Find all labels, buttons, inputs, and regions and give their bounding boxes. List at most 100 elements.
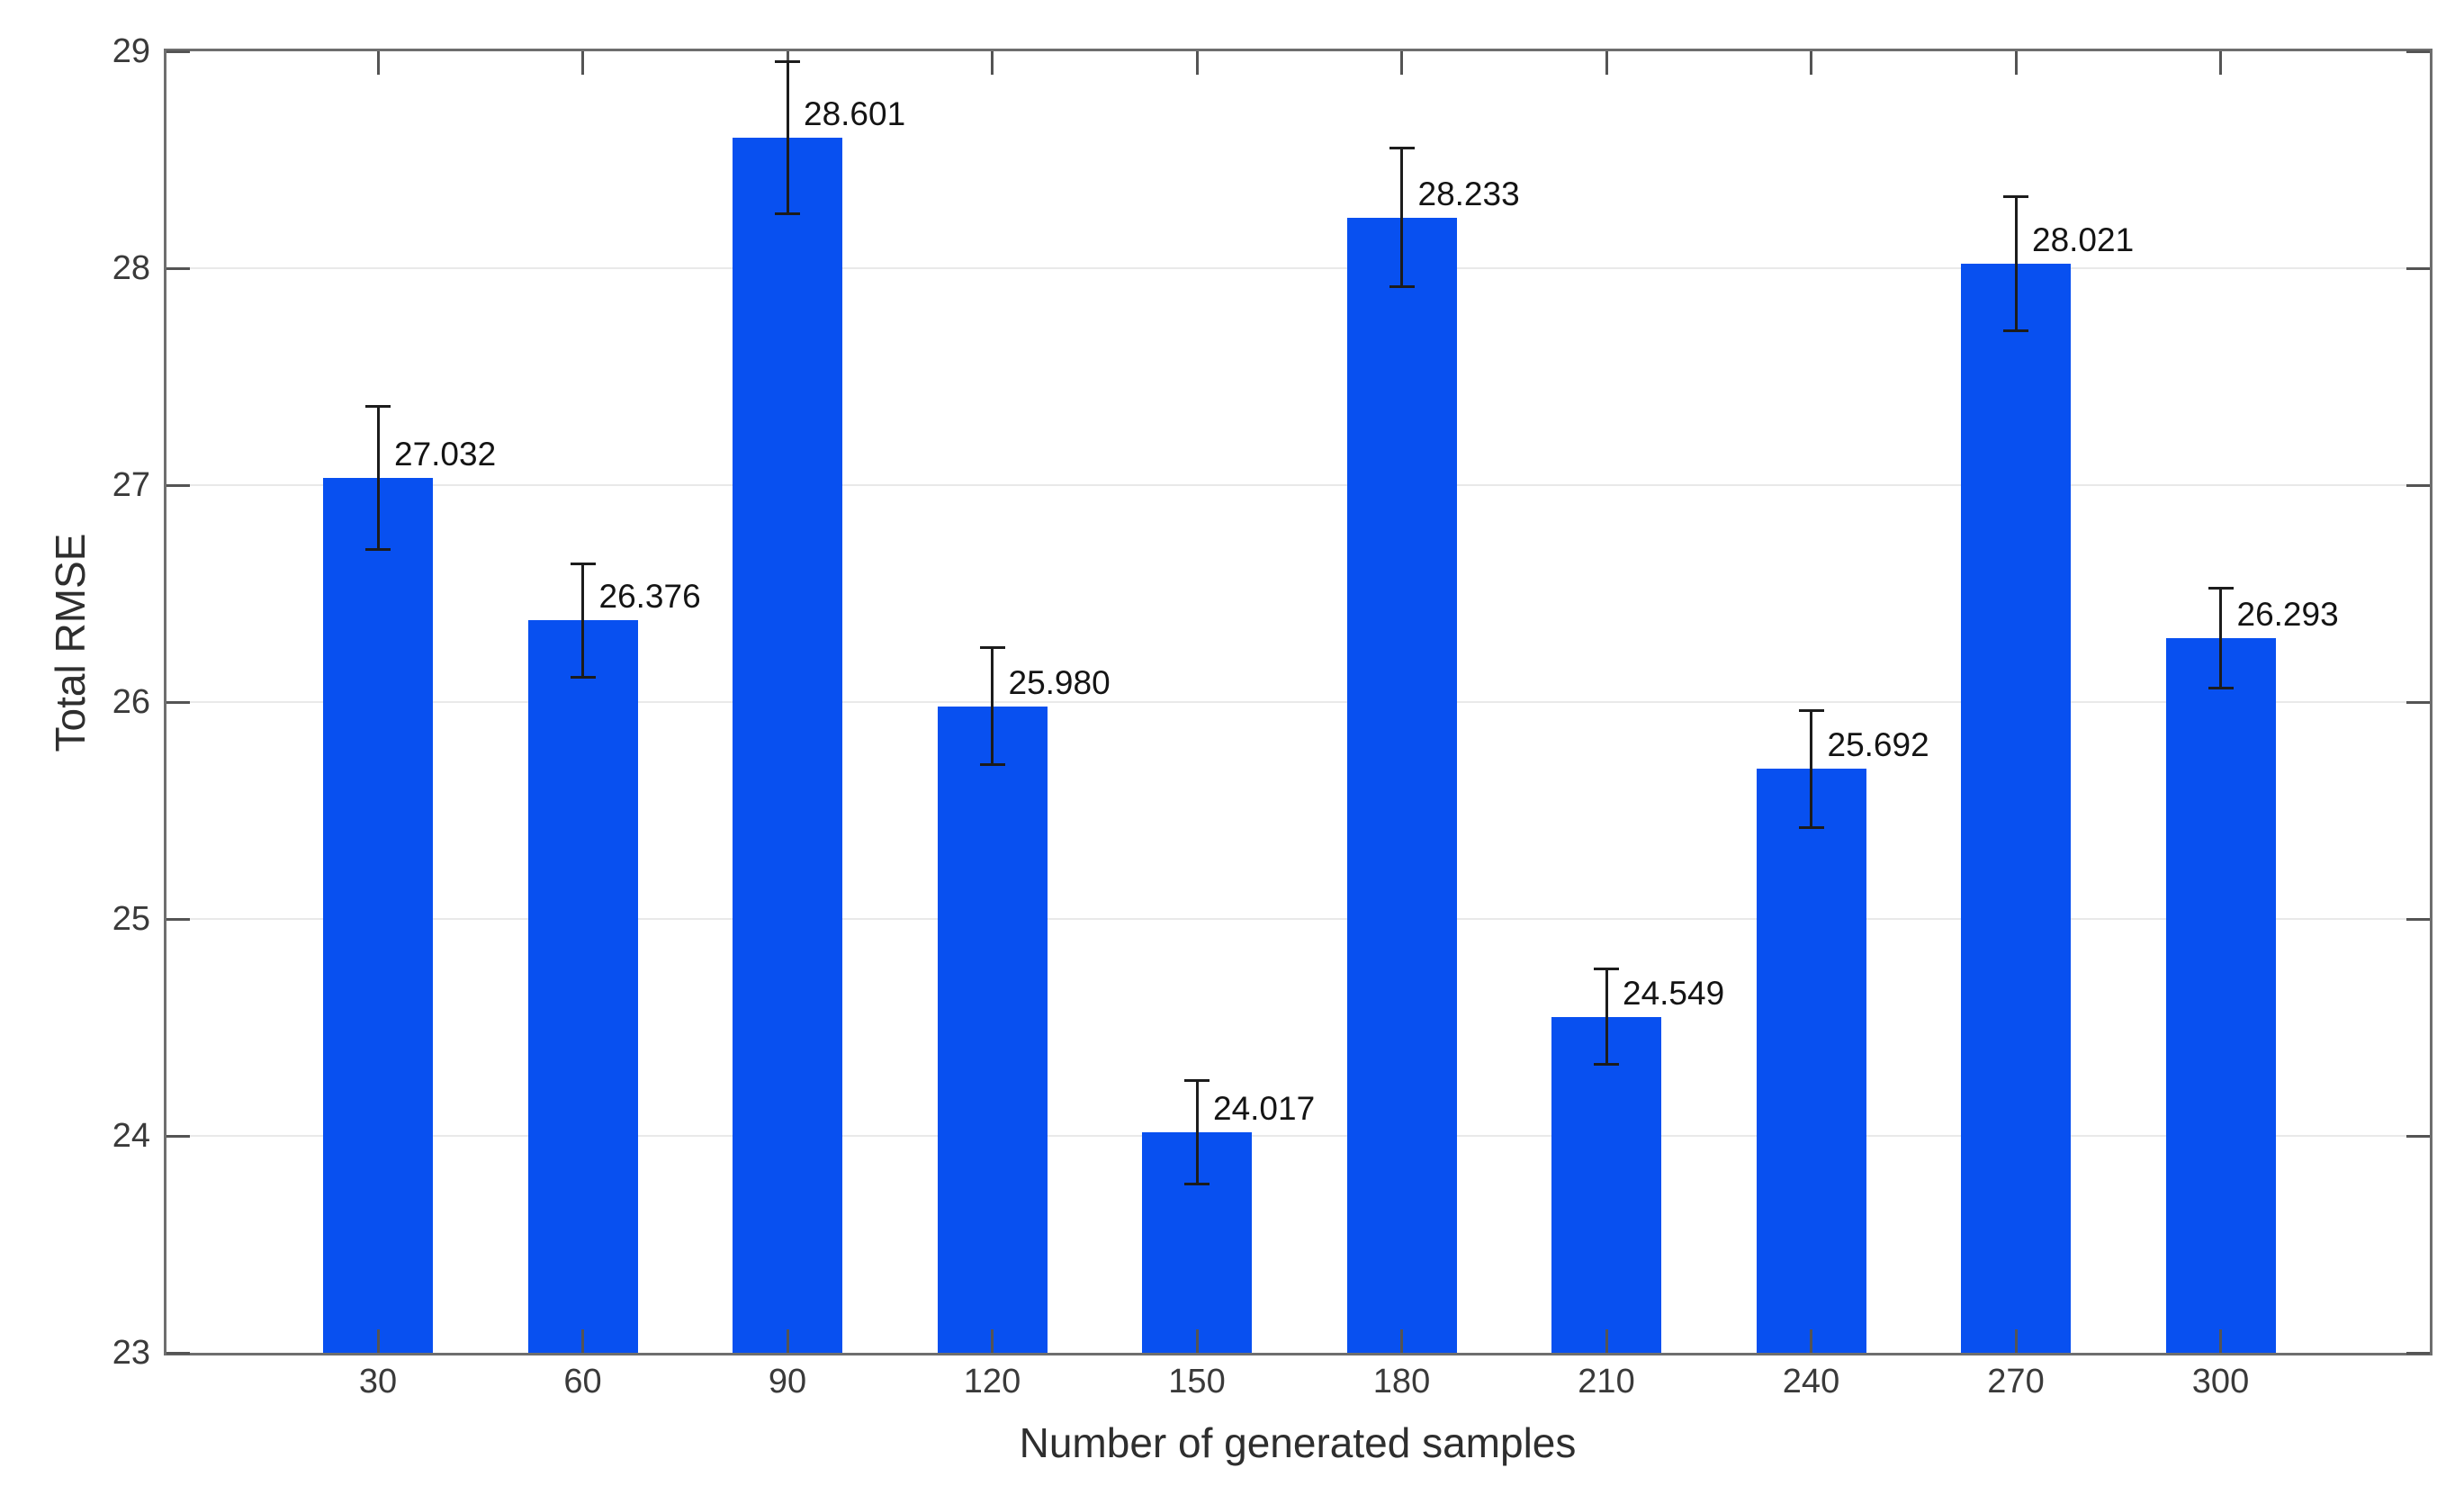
y-tick-label: 29 [112,32,150,70]
error-bar-cap-top [1184,1078,1210,1082]
x-tick-label: 210 [1578,1363,1635,1400]
error-bar-line [2219,588,2222,689]
x-tick-bottom [1400,1329,1403,1353]
bar [2165,638,2276,1353]
error-bar-cap-top [365,405,391,409]
bar-value-label: 24.017 [1213,1089,1316,1127]
error-bar-line [376,406,380,550]
x-tick-label: 120 [963,1363,1021,1400]
x-tick-top [1605,51,1608,75]
gridline [166,918,2430,920]
bar [1756,769,1866,1353]
x-tick-label: 180 [1372,1363,1431,1400]
error-bar-cap-top [2208,587,2234,590]
x-tick-label: 240 [1782,1363,1840,1400]
bar [1551,1016,1661,1353]
bar-value-label: 26.293 [2236,596,2339,634]
x-tick-top [991,51,994,75]
x-tick-bottom [1605,1329,1608,1353]
y-tick-label: 28 [112,249,150,287]
bar [1346,217,1457,1353]
y-tick-right [2406,483,2430,487]
gridline [166,267,2430,269]
error-bar-line [581,563,584,678]
y-tick-right [2406,266,2430,270]
error-bar-cap-bottom [1594,1063,1619,1067]
bar-value-label: 26.376 [598,578,701,616]
x-tick-top [1810,51,1812,75]
y-tick-left [166,483,190,487]
error-bar-cap-bottom [775,212,800,215]
y-tick-right [2406,917,2430,921]
error-bar-line [1400,148,1403,287]
y-tick-right [2406,1351,2430,1355]
error-bar-line [1810,710,1812,828]
x-axis-title: Number of generated samples [1019,1419,1577,1466]
x-tick-top [376,51,380,75]
error-bar-cap-bottom [365,548,391,552]
error-bar-cap-bottom [979,763,1005,767]
x-tick-bottom [1195,1329,1199,1353]
y-tick-right [2406,50,2430,53]
gridline [166,484,2430,486]
x-tick-top [1400,51,1403,75]
error-bar-line [1195,1080,1199,1184]
x-tick-label: 150 [1168,1363,1226,1400]
error-bar-cap-top [570,563,596,566]
error-bar-cap-bottom [570,675,596,679]
error-bar-cap-top [979,646,1005,650]
y-tick-left [166,266,190,270]
error-bar-cap-top [1798,708,1824,712]
error-bar-cap-bottom [1184,1183,1210,1186]
x-tick-label: 30 [358,1363,398,1400]
x-tick-bottom [1810,1329,1812,1353]
bar [527,620,638,1353]
gridline [166,701,2430,703]
gridline [166,1135,2430,1137]
bar [323,478,433,1353]
error-bar-cap-top [1594,968,1619,971]
bar-value-label: 25.692 [1827,726,1929,764]
bar-value-label: 28.233 [1417,175,1520,212]
y-axis-title: Total RMSE [47,533,94,752]
y-tick-label: 26 [112,683,150,721]
error-bar-cap-top [1389,147,1415,150]
y-tick-label: 25 [112,900,150,938]
x-tick-bottom [581,1329,584,1353]
bar-value-label: 27.032 [394,436,497,473]
x-tick-top [1195,51,1199,75]
y-tick-label: 27 [112,466,150,504]
x-tick-top [581,51,584,75]
error-bar-cap-top [775,60,800,64]
x-tick-label: 300 [2191,1363,2250,1400]
bar [937,706,1048,1353]
x-tick-bottom [991,1329,994,1353]
bar [1961,263,2071,1353]
x-tick-bottom [376,1329,380,1353]
y-tick-right [2406,700,2430,704]
bar-value-label: 24.549 [1623,974,1725,1012]
y-tick-left [166,1134,190,1138]
x-tick-bottom [2219,1329,2222,1353]
error-bar-line [991,647,994,765]
x-tick-bottom [786,1329,789,1353]
y-tick-left [166,917,190,921]
error-bar-cap-bottom [1798,825,1824,829]
y-tick-label: 23 [112,1334,150,1372]
error-bar-cap-bottom [1389,285,1415,289]
y-tick-right [2406,1134,2430,1138]
y-tick-left [166,700,190,704]
x-tick-label: 60 [563,1363,602,1400]
x-tick-label: 90 [768,1363,807,1400]
y-tick-left [166,1351,190,1355]
x-tick-top [2219,51,2222,75]
bar-value-label: 25.980 [1008,663,1111,701]
error-bar-cap-top [2003,194,2028,198]
error-bar-line [2014,196,2018,331]
error-bar-line [1605,968,1608,1065]
x-tick-bottom [2014,1329,2018,1353]
error-bar-cap-bottom [2208,687,2234,690]
bar-value-label: 28.021 [2032,221,2135,258]
x-tick-top [2014,51,2018,75]
